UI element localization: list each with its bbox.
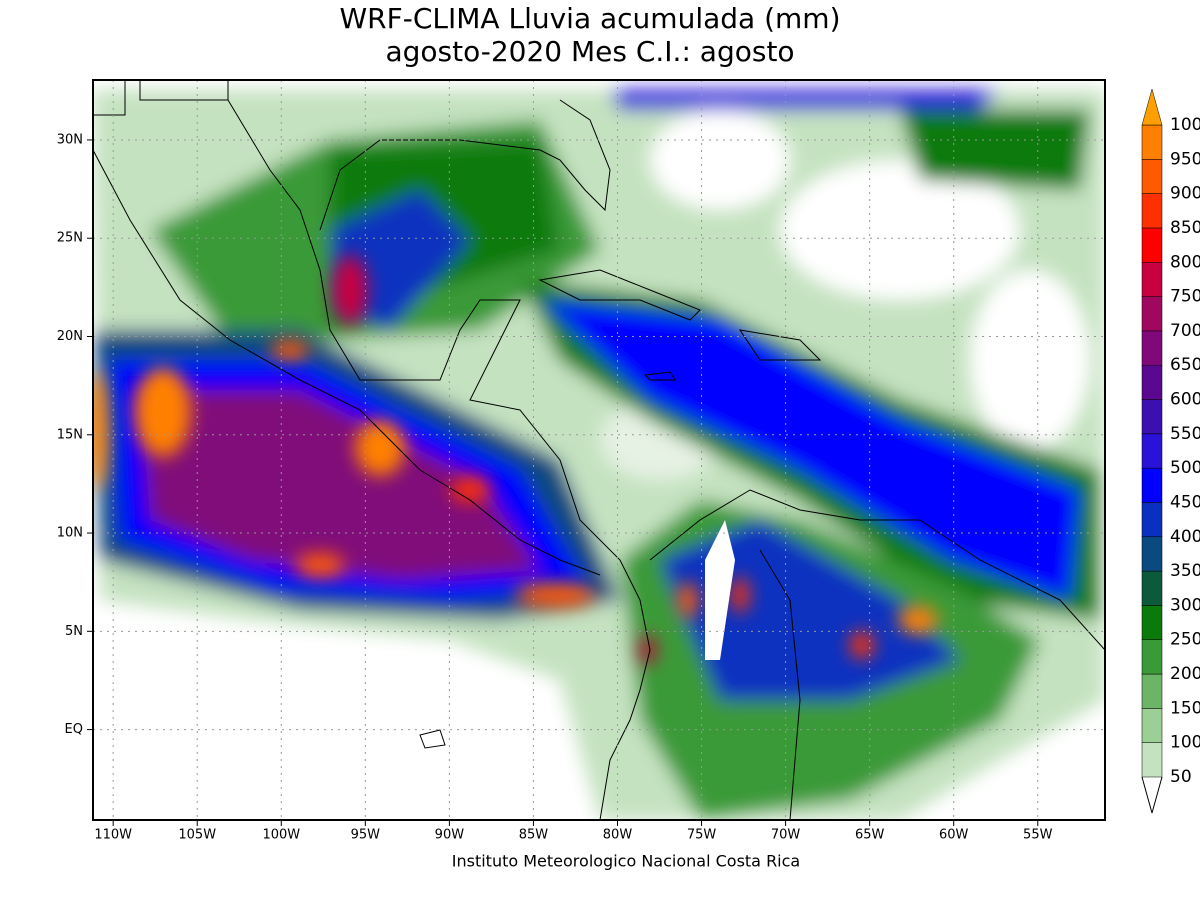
rain-core [640, 635, 656, 665]
colorbar-swatch [1141, 227, 1163, 263]
dry-area [970, 270, 1090, 450]
x-tick-label: 105W [178, 828, 216, 843]
rain-core [850, 631, 874, 659]
colorbar-swatch [1141, 742, 1163, 778]
rain-area [900, 110, 1090, 190]
colorbar-label: 550 [1170, 424, 1200, 444]
y-tick-label: 10N [57, 526, 83, 541]
colorbar-label: 250 [1170, 630, 1200, 650]
x-tick-label: 100W [262, 828, 300, 843]
rain-area [660, 520, 960, 700]
colorbar-label: 350 [1170, 561, 1200, 581]
rain-core [898, 606, 938, 634]
dry-valley [705, 520, 735, 660]
rain-core [355, 420, 405, 476]
rain-core [295, 553, 345, 577]
x-tick-label: 110W [94, 828, 132, 843]
title-line: agosto-2020 Mes C.I.: agosto [385, 35, 794, 68]
rain-core [270, 340, 310, 360]
rain-core [332, 255, 368, 325]
colorbar-label: 50 [1170, 767, 1192, 787]
dry-area [650, 110, 790, 210]
rain-core [515, 583, 595, 607]
colorbar-label: 150 [1170, 698, 1200, 718]
colorbar-label: 650 [1170, 355, 1200, 375]
title-line: WRF-CLIMA Lluvia acumulada (mm) [340, 2, 841, 35]
colorbar-swatch [1141, 639, 1163, 675]
colorbar-label: 300 [1170, 595, 1200, 615]
rain-core [678, 582, 698, 618]
colorbar-over [1141, 88, 1163, 126]
x-tick-label: 80W [603, 828, 633, 843]
footer: Instituto Meteorologico Nacional Costa R… [452, 852, 800, 871]
coastlines [93, 80, 1105, 820]
x-tick-label: 65W [855, 828, 885, 843]
colorbar-label: 900 [1170, 184, 1200, 204]
colorbar: 50 100 150 200 250 300 350 400 450 500 550 600 650 70… [1141, 88, 1200, 814]
colorbar-label: 850 [1170, 218, 1200, 238]
colorbar-label: 1000 [1170, 115, 1200, 135]
x-tick-label: 95W [351, 828, 381, 843]
rain-area [610, 90, 1000, 110]
x-tick-label: 70W [771, 828, 801, 843]
colorbar-swatch [1141, 364, 1163, 400]
x-tick-label: 75W [687, 828, 717, 843]
colorbar-swatch [1141, 193, 1163, 229]
colorbar-swatch [1141, 708, 1163, 743]
colorbar-swatch [1141, 262, 1163, 297]
y-tick-label: 5N [65, 624, 83, 639]
map-frame [92, 79, 1106, 821]
rain-core [731, 577, 749, 613]
colorbar-swatch [1141, 330, 1163, 366]
rain-core [93, 370, 108, 490]
colorbar-swatch [1141, 570, 1163, 606]
rain-area [540, 300, 1080, 600]
colorbar-label: 800 [1170, 252, 1200, 272]
x-tick-label: 90W [435, 828, 465, 843]
x-tick-label: 85W [519, 828, 549, 843]
colorbar-swatch [1141, 605, 1163, 640]
colorbar-label: 450 [1170, 492, 1200, 512]
colorbar-label: 200 [1170, 664, 1200, 684]
y-tick-label: EQ [65, 722, 83, 737]
colorbar-swatch [1141, 399, 1163, 435]
dry-area [780, 160, 1020, 300]
colorbar-under [1141, 776, 1163, 814]
rain-core [135, 367, 191, 457]
colorbar-label: 400 [1170, 527, 1200, 547]
colorbar-label: 600 [1170, 390, 1200, 410]
colorbar-swatch [1141, 159, 1163, 194]
colorbar-swatch [1141, 467, 1163, 503]
colorbar-swatch [1141, 296, 1163, 332]
y-tick-label: 20N [57, 329, 83, 344]
colorbar-label: 950 [1170, 149, 1200, 169]
y-tick-label: 25N [57, 231, 83, 246]
rain-area [140, 390, 540, 580]
x-tick-label: 60W [939, 828, 969, 843]
rain-core [450, 478, 490, 502]
colorbar-swatch [1141, 502, 1163, 538]
colorbar-swatch [1141, 124, 1163, 160]
colorbar-swatch [1141, 433, 1163, 469]
colorbar-label: 750 [1170, 287, 1200, 307]
colorbar-swatch [1141, 536, 1163, 572]
graticule [93, 80, 1105, 820]
colorbar-label: 100 [1170, 733, 1200, 753]
colorbar-swatch [1141, 673, 1163, 709]
colorbar-label: 700 [1170, 321, 1200, 341]
x-tick-label: 55W [1023, 828, 1053, 843]
y-tick-label: 30N [57, 132, 83, 147]
precip-field [93, 80, 1105, 820]
colorbar-label: 500 [1170, 458, 1200, 478]
y-tick-label: 15N [57, 427, 83, 442]
